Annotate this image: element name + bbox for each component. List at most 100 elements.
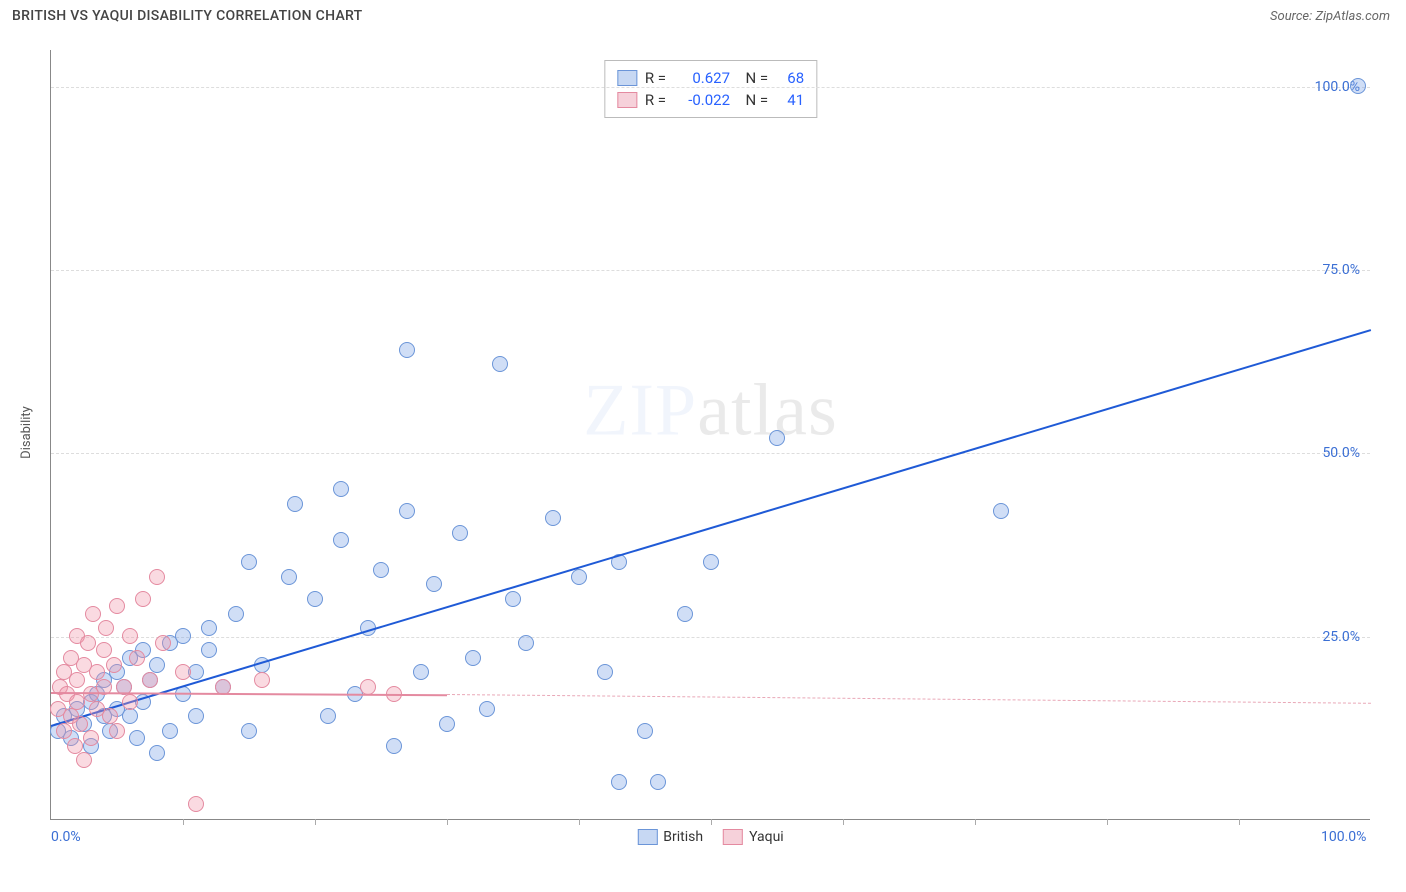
data-point (287, 496, 303, 512)
data-point (67, 738, 83, 754)
plot-area: ZIPatlas R =0.627 N =68R =-0.022 N =41 B… (50, 50, 1370, 820)
data-point (188, 708, 204, 724)
data-point (650, 774, 666, 790)
data-point (1350, 78, 1366, 94)
y-axis-label: Disability (19, 406, 34, 459)
data-point (162, 723, 178, 739)
source-credit: Source: ZipAtlas.com (1270, 9, 1390, 24)
x-tick (315, 819, 316, 825)
data-point (149, 569, 165, 585)
data-point (175, 664, 191, 680)
correlation-legend: R = 0.627 N = 68 R = -0.022 N = 41 (604, 60, 817, 118)
legend-swatch (617, 92, 637, 108)
chart-title: BRITISH VS YAQUI DISABILITY CORRELATION … (12, 8, 363, 24)
data-point (611, 774, 627, 790)
data-point (98, 620, 114, 636)
data-point (993, 503, 1009, 519)
x-tick-label: 100.0% (1321, 829, 1366, 845)
data-point (360, 679, 376, 695)
data-point (545, 510, 561, 526)
data-point (106, 657, 122, 673)
x-tick (579, 819, 580, 825)
series-legend-item: British (637, 829, 703, 845)
data-point (241, 554, 257, 570)
data-point (399, 342, 415, 358)
data-point (399, 503, 415, 519)
gridline (51, 637, 1370, 638)
data-point (254, 672, 270, 688)
gridline (51, 270, 1370, 271)
data-point (241, 723, 257, 739)
data-point (109, 723, 125, 739)
data-point (518, 635, 534, 651)
corr-n-label: N = (738, 69, 768, 87)
data-point (333, 532, 349, 548)
data-point (201, 620, 217, 636)
y-tick-label: 50.0% (1322, 445, 1360, 461)
chart-container: Disability ZIPatlas R = 0.627 N = 68 R = -0.… (10, 40, 1396, 850)
corr-legend-row: R = -0.022 N = 41 (617, 89, 804, 111)
data-point (373, 562, 389, 578)
data-point (56, 723, 72, 739)
x-tick (447, 819, 448, 825)
data-point (452, 525, 468, 541)
legend-swatch (617, 70, 637, 86)
data-point (85, 606, 101, 622)
data-point (155, 635, 171, 651)
corr-n-label: N = (738, 91, 768, 109)
corr-n-value: 41 (776, 91, 804, 109)
data-point (307, 591, 323, 607)
watermark: ZIPatlas (583, 369, 838, 454)
data-point (426, 576, 442, 592)
series-legend-item: Yaqui (723, 829, 784, 845)
y-tick-label: 75.0% (1322, 262, 1360, 278)
gridline (51, 453, 1370, 454)
x-tick (183, 819, 184, 825)
data-point (135, 591, 151, 607)
data-point (129, 730, 145, 746)
data-point (769, 430, 785, 446)
corr-n-value: 68 (776, 69, 804, 87)
data-point (281, 569, 297, 585)
data-point (122, 708, 138, 724)
data-point (505, 591, 521, 607)
x-tick (975, 819, 976, 825)
data-point (465, 650, 481, 666)
x-tick-label: 0.0% (51, 829, 81, 845)
data-point (175, 628, 191, 644)
data-point (109, 598, 125, 614)
data-point (571, 569, 587, 585)
x-tick (843, 819, 844, 825)
data-point (413, 664, 429, 680)
data-point (69, 672, 85, 688)
data-point (637, 723, 653, 739)
data-point (102, 708, 118, 724)
data-point (149, 745, 165, 761)
data-point (72, 716, 88, 732)
data-point (479, 701, 495, 717)
corr-r-label: R = (645, 69, 666, 87)
data-point (320, 708, 336, 724)
data-point (439, 716, 455, 732)
corr-r-value: -0.022 (674, 91, 730, 109)
legend-swatch (723, 829, 743, 845)
corr-r-value: 0.627 (674, 69, 730, 87)
series-legend: British Yaqui (637, 829, 783, 845)
regression-line (51, 329, 1372, 727)
data-point (89, 664, 105, 680)
data-point (80, 635, 96, 651)
data-point (333, 481, 349, 497)
corr-r-label: R = (645, 91, 666, 109)
data-point (597, 664, 613, 680)
data-point (142, 672, 158, 688)
data-point (492, 356, 508, 372)
data-point (149, 657, 165, 673)
series-name: British (663, 829, 703, 845)
data-point (76, 752, 92, 768)
x-tick (1107, 819, 1108, 825)
data-point (129, 650, 145, 666)
legend-swatch (637, 829, 657, 845)
data-point (122, 628, 138, 644)
data-point (96, 642, 112, 658)
regression-line (447, 694, 1371, 704)
